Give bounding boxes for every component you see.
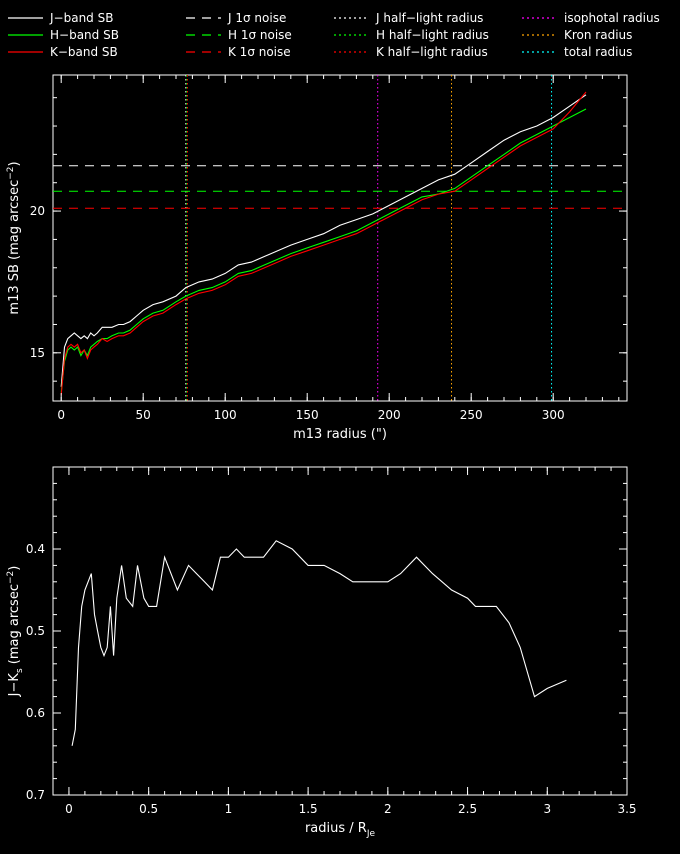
x-tick-label: 250 bbox=[460, 408, 483, 422]
legend-label-h-band-sb: H−band SB bbox=[50, 28, 119, 42]
x-tick-label: 2.5 bbox=[458, 802, 477, 816]
x-tick-label: 0 bbox=[57, 408, 65, 422]
series-k-band-sb bbox=[60, 91, 587, 396]
color-profile-panel: 0 0.5 1 1.5 2 2.5 3 3.5 0.4 0.5 0.6 0.7 radius / RJe… bbox=[6, 466, 637, 839]
x-tick-label: 300 bbox=[542, 408, 565, 422]
x-axis-label: radius / RJe bbox=[305, 821, 376, 839]
series-j-band-sb bbox=[60, 94, 587, 387]
plot-frame bbox=[52, 466, 628, 796]
legend-label-total-radius: total radius bbox=[564, 45, 632, 59]
legend-label-j-band-sb: J−band SB bbox=[49, 11, 113, 25]
x-tick-label: 50 bbox=[136, 408, 151, 422]
legend-label-h-1-noise: H 1σ noise bbox=[228, 28, 292, 42]
y-axis-label: m13 SB (mag arcsec−2) bbox=[6, 161, 22, 314]
x-tick-label: 200 bbox=[378, 408, 401, 422]
y-tick-label: 0.6 bbox=[26, 706, 45, 720]
legend-label-j-half-light-radius: J half−light radius bbox=[375, 11, 483, 25]
legend-label-kron-radius: Kron radius bbox=[564, 28, 632, 42]
x-tick-label: 3.5 bbox=[617, 802, 636, 816]
x-tick-label: 0.5 bbox=[139, 802, 158, 816]
y-tick-label: 20 bbox=[30, 204, 45, 218]
legend-label-j-1-noise: J 1σ noise bbox=[227, 11, 286, 25]
y-tick-label: 0.5 bbox=[26, 624, 45, 638]
legend-label-k-1-noise: K 1σ noise bbox=[228, 45, 291, 59]
x-tick-label: 3 bbox=[543, 802, 551, 816]
y-tick-label: 0.7 bbox=[26, 788, 45, 802]
legend-label-k-half-light-radius: K half−light radius bbox=[376, 45, 488, 59]
y-tick-label: 15 bbox=[30, 346, 45, 360]
surface-brightness-panel: 0 50 100 150 200 250 300 15 20 m13 radius (") m13 … bbox=[6, 74, 628, 442]
legend-label-k-band-sb: K−band SB bbox=[50, 45, 118, 59]
series-h-band-sb bbox=[60, 108, 587, 393]
x-tick-label: 1.5 bbox=[299, 802, 318, 816]
x-tick-label: 2 bbox=[384, 802, 392, 816]
legend-label-h-half-light-radius: H half−light radius bbox=[376, 28, 489, 42]
x-tick-label: 1 bbox=[225, 802, 233, 816]
y-axis-label: J−Ks (mag arcsec−2) bbox=[6, 566, 25, 698]
legend-label-isophotal-radius: isophotal radius bbox=[564, 11, 660, 25]
x-tick-label: 100 bbox=[214, 408, 237, 422]
legend: J−band SB H−band SB K−band SB J 1σ noise H 1… bbox=[8, 11, 660, 59]
x-tick-label: 150 bbox=[296, 408, 319, 422]
x-tick-label: 0 bbox=[65, 802, 73, 816]
series-j-ks bbox=[71, 540, 567, 746]
y-tick-label: 0.4 bbox=[26, 542, 45, 556]
x-axis-label: m13 radius (") bbox=[293, 427, 387, 442]
